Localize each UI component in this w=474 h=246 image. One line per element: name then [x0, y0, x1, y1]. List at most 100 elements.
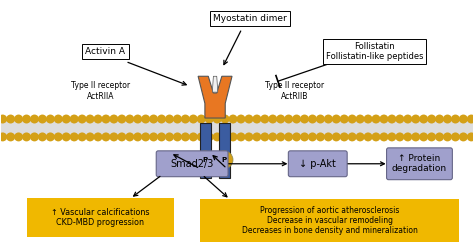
Circle shape	[141, 115, 150, 123]
Circle shape	[380, 132, 388, 141]
Circle shape	[245, 115, 254, 123]
Circle shape	[62, 132, 71, 141]
Circle shape	[165, 115, 174, 123]
Circle shape	[252, 115, 261, 123]
Circle shape	[372, 115, 381, 123]
Circle shape	[395, 115, 404, 123]
Circle shape	[118, 115, 126, 123]
Circle shape	[348, 115, 356, 123]
Circle shape	[213, 132, 222, 141]
Circle shape	[38, 132, 47, 141]
Circle shape	[443, 115, 452, 123]
Circle shape	[372, 132, 381, 141]
Circle shape	[292, 132, 301, 141]
Circle shape	[237, 132, 246, 141]
Circle shape	[197, 115, 206, 123]
Circle shape	[427, 132, 436, 141]
Circle shape	[141, 132, 150, 141]
Circle shape	[54, 132, 63, 141]
Circle shape	[86, 132, 94, 141]
Circle shape	[205, 115, 214, 123]
Circle shape	[157, 115, 166, 123]
Circle shape	[387, 115, 396, 123]
Circle shape	[101, 132, 110, 141]
Bar	[219, 123, 230, 178]
Circle shape	[356, 132, 365, 141]
Circle shape	[332, 115, 341, 123]
Circle shape	[149, 132, 158, 141]
Circle shape	[308, 115, 317, 123]
Circle shape	[133, 132, 142, 141]
FancyBboxPatch shape	[27, 198, 173, 237]
Circle shape	[6, 115, 15, 123]
Text: Myostatin dimer: Myostatin dimer	[213, 14, 287, 23]
Text: ↑ Protein
degradation: ↑ Protein degradation	[392, 154, 447, 173]
Circle shape	[316, 115, 325, 123]
Circle shape	[459, 115, 468, 123]
FancyBboxPatch shape	[156, 151, 228, 177]
Circle shape	[70, 115, 79, 123]
Circle shape	[205, 132, 214, 141]
Circle shape	[78, 115, 87, 123]
Text: ↓ p-Akt: ↓ p-Akt	[299, 159, 336, 169]
Circle shape	[101, 115, 110, 123]
Circle shape	[340, 115, 349, 123]
Circle shape	[189, 115, 198, 123]
FancyBboxPatch shape	[387, 148, 452, 180]
Circle shape	[340, 132, 349, 141]
Circle shape	[78, 132, 87, 141]
Circle shape	[403, 132, 412, 141]
Bar	[0, 121, 474, 135]
Circle shape	[46, 115, 55, 123]
Circle shape	[276, 132, 285, 141]
Circle shape	[220, 115, 229, 123]
Circle shape	[411, 115, 420, 123]
Circle shape	[189, 132, 198, 141]
Text: Type II receptor
ActRIIB: Type II receptor ActRIIB	[265, 81, 324, 101]
Circle shape	[197, 132, 206, 141]
Circle shape	[196, 151, 214, 169]
Circle shape	[348, 132, 356, 141]
Circle shape	[62, 115, 71, 123]
Circle shape	[260, 132, 269, 141]
Circle shape	[459, 132, 468, 141]
Circle shape	[125, 115, 134, 123]
Circle shape	[467, 132, 474, 141]
Circle shape	[380, 115, 388, 123]
Circle shape	[173, 115, 182, 123]
Bar	[200, 123, 211, 178]
Circle shape	[228, 132, 237, 141]
Circle shape	[260, 115, 269, 123]
Text: Progression of aortic atherosclerosis
Decrease in vascular remodeling
Decreases : Progression of aortic atherosclerosis De…	[242, 206, 418, 235]
Circle shape	[215, 151, 233, 169]
Circle shape	[165, 132, 174, 141]
Circle shape	[181, 132, 190, 141]
Circle shape	[292, 115, 301, 123]
Circle shape	[133, 115, 142, 123]
Circle shape	[411, 132, 420, 141]
Circle shape	[451, 132, 460, 141]
Circle shape	[364, 115, 373, 123]
Text: Activin A: Activin A	[85, 47, 126, 56]
Circle shape	[332, 132, 341, 141]
Circle shape	[245, 132, 254, 141]
Circle shape	[173, 132, 182, 141]
Circle shape	[149, 115, 158, 123]
Bar	[0, 118, 474, 138]
Text: Type II receptor
ActRIIA: Type II receptor ActRIIA	[71, 81, 130, 101]
Circle shape	[451, 115, 460, 123]
Circle shape	[118, 132, 126, 141]
Text: Smad2/3: Smad2/3	[171, 159, 214, 169]
Circle shape	[284, 115, 293, 123]
Circle shape	[14, 115, 23, 123]
Circle shape	[22, 115, 31, 123]
Circle shape	[419, 132, 428, 141]
Polygon shape	[198, 76, 232, 118]
Circle shape	[30, 115, 39, 123]
Circle shape	[157, 132, 166, 141]
Circle shape	[109, 115, 118, 123]
Text: P: P	[221, 157, 227, 163]
Circle shape	[181, 115, 190, 123]
FancyBboxPatch shape	[200, 199, 459, 242]
Circle shape	[467, 115, 474, 123]
